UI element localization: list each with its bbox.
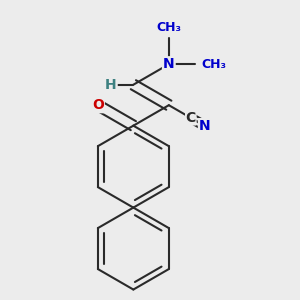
- Text: CH₃: CH₃: [202, 58, 227, 71]
- Text: N: N: [199, 119, 210, 133]
- Text: H: H: [105, 78, 117, 92]
- Text: N: N: [163, 57, 175, 71]
- Text: CH₃: CH₃: [156, 21, 181, 34]
- Text: C: C: [186, 111, 196, 125]
- Text: O: O: [92, 98, 104, 112]
